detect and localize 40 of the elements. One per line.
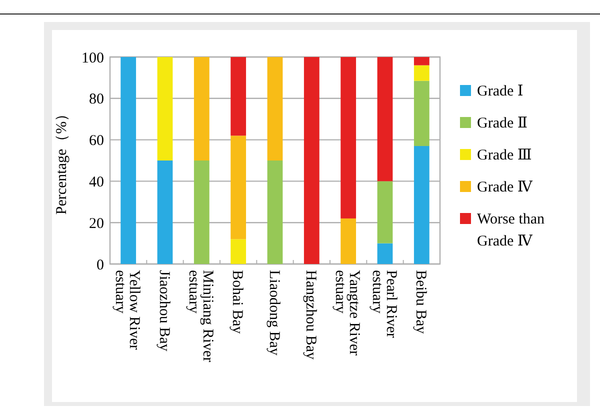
bar [157, 160, 173, 264]
y-tick-label: 60 [89, 133, 104, 150]
bar [157, 57, 173, 160]
y-tick-label: 20 [89, 216, 104, 232]
bar [414, 146, 430, 264]
x-tick-label: Hangzhou Bay [302, 270, 318, 360]
y-axis-title: Percentage（%） [54, 106, 70, 215]
y-tick-label: 80 [89, 92, 104, 108]
bar [377, 181, 393, 244]
bar [340, 57, 356, 218]
x-tick-label: Minjiang River estuary [185, 270, 216, 362]
bar [267, 57, 283, 160]
bar [230, 136, 246, 240]
legend-label: Grade Ⅱ [477, 115, 528, 132]
y-tick-label: 0 [96, 257, 104, 274]
bar [267, 160, 283, 264]
legend-label: Worse than Grade Ⅳ [477, 211, 546, 250]
bar [414, 65, 430, 81]
legend-label: Grade Ⅳ [477, 179, 534, 196]
x-tick-label: Liaodong Bay [266, 270, 282, 356]
x-tick-label: Bohai Bay [229, 270, 246, 334]
x-tick-label: Beibu Bay [412, 270, 428, 334]
bar [414, 57, 430, 66]
bar [194, 57, 210, 160]
bar [377, 57, 393, 182]
bar [120, 57, 136, 264]
x-tick-label: Jiaozhou Bay [156, 270, 172, 352]
legend-label: Grade Ⅲ [477, 147, 532, 164]
bar [230, 57, 246, 136]
bar [414, 80, 430, 146]
legend-label: Grade Ⅰ [477, 83, 524, 100]
y-tick-label: 40 [89, 174, 104, 190]
bar [194, 160, 210, 264]
bar [230, 239, 246, 264]
x-tick-label: Yangtze River estuary [332, 270, 362, 356]
bar [377, 243, 393, 264]
bar [340, 218, 356, 264]
x-tick-label: Yellow River estuary [112, 270, 142, 350]
y-tick-label: 100 [82, 50, 104, 66]
bar [304, 57, 320, 264]
